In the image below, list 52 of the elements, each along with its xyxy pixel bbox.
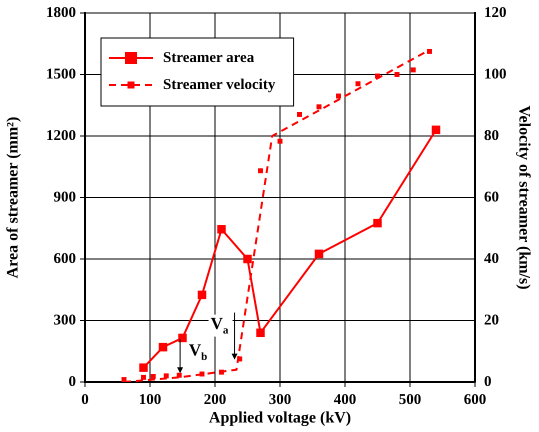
y-tick-label: 600 (54, 250, 76, 267)
point (356, 81, 360, 86)
point (375, 74, 380, 79)
point (316, 104, 322, 110)
point (314, 250, 324, 258)
x-tick-label: 200 (204, 392, 226, 408)
x-tick-label: 300 (268, 392, 292, 408)
x-tick-label: 400 (334, 392, 356, 408)
y2-tick-label: 80 (484, 128, 499, 144)
point (432, 126, 440, 134)
y-tick-label: 300 (54, 312, 76, 328)
x-axis-title: Applied voltage (kV) (208, 410, 352, 427)
y-tick-label: 1200 (46, 128, 76, 144)
point (139, 363, 148, 372)
point (150, 374, 156, 379)
point (237, 356, 242, 362)
point (158, 342, 168, 352)
y2-axis-title: Velocity of streamer (km/s) (515, 105, 532, 290)
point (258, 168, 263, 174)
point (373, 218, 382, 228)
point (427, 48, 432, 54)
x-tick-label: 100 (138, 392, 162, 408)
point (336, 94, 341, 98)
y2-tick-label: 120 (484, 4, 506, 21)
x-tick-label: 600 (464, 392, 486, 408)
point (200, 372, 204, 376)
point (122, 377, 126, 382)
y2-tick-label: 20 (484, 312, 499, 328)
y-tick-label: 900 (54, 189, 76, 206)
y2-tick-label: 40 (484, 250, 499, 267)
point (278, 138, 282, 144)
point (178, 334, 187, 342)
x-tick-label: 0 (81, 392, 89, 408)
point (164, 373, 169, 378)
legend-label: Streamer velocity (163, 76, 276, 93)
point (141, 374, 146, 380)
point (394, 72, 400, 77)
x-tick-label: 500 (398, 392, 422, 408)
y-tick-label: 0 (68, 374, 76, 390)
point (198, 290, 206, 300)
point (297, 112, 302, 117)
point (410, 67, 416, 72)
point (217, 225, 226, 234)
y-tick-label: 1500 (46, 66, 76, 82)
y2-tick-label: 0 (484, 374, 492, 390)
legend-label: Streamer area (163, 50, 255, 66)
y-axis-title: Area of streamer (mm²) (4, 116, 22, 278)
point (219, 370, 224, 375)
point (256, 328, 265, 338)
y2-tick-label: 60 (484, 189, 499, 206)
y-tick-label: 1800 (46, 4, 76, 21)
y2-tick-label: 100 (484, 66, 506, 82)
